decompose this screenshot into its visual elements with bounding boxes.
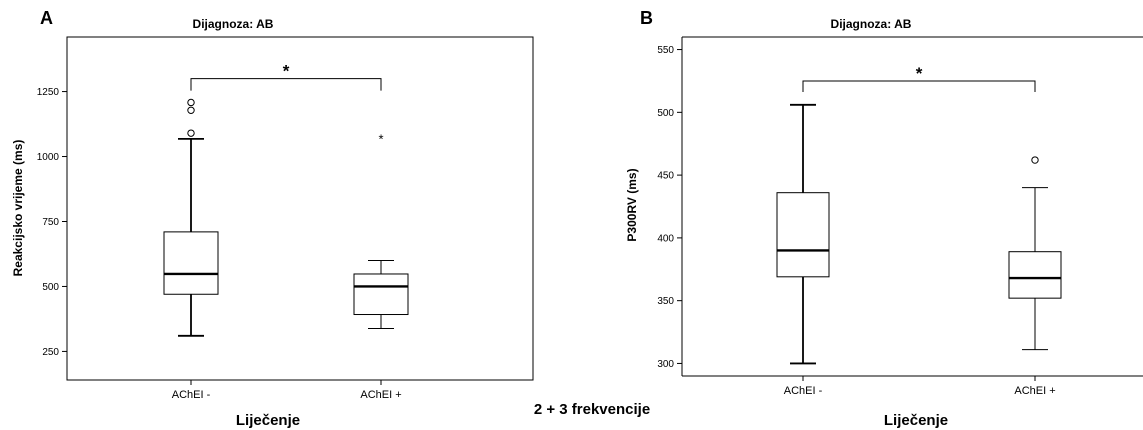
box-iqr xyxy=(1008,251,1062,299)
y-tick-label: 350 xyxy=(657,296,674,307)
y-tick-label: 250 xyxy=(42,347,59,358)
box-iqr xyxy=(353,273,409,316)
y-tick-label: 450 xyxy=(657,171,674,182)
panel-a-letter: A xyxy=(40,8,53,28)
y-tick-label: 300 xyxy=(657,359,674,370)
panel-b-y-label: P300RV (ms) xyxy=(625,168,639,241)
y-tick-label: 750 xyxy=(42,217,59,228)
significance-marker: * xyxy=(916,64,923,83)
box-iqr xyxy=(163,231,219,295)
panel-b-boxes xyxy=(776,103,1062,365)
outlier-point xyxy=(187,98,195,107)
significance-marker: * xyxy=(283,62,290,81)
panel-b-significance: * xyxy=(802,64,1036,92)
panel-a-y-label: Reakcijsko vrijeme (ms) xyxy=(11,140,25,277)
outlier-point xyxy=(1031,156,1039,164)
significance-bracket xyxy=(802,80,1036,92)
y-tick-label: 1250 xyxy=(37,87,60,98)
y-tick-label: 500 xyxy=(657,108,674,119)
x-category-label: AChEI - xyxy=(172,389,211,401)
panel-b-categories: AChEI - AChEI + xyxy=(784,376,1056,397)
box-iqr xyxy=(776,192,830,278)
outlier-point xyxy=(187,106,195,114)
y-tick-label: 400 xyxy=(657,233,674,244)
x-category-label: AChEI + xyxy=(360,389,401,401)
panel-a-y-axis: 250 500 750 1000 1250 xyxy=(37,87,67,358)
y-tick-label: 1000 xyxy=(37,152,60,163)
y-tick-label: 550 xyxy=(657,45,674,56)
panel-a-significance: * xyxy=(190,62,382,91)
panel-a: A Dijagnoza: AB 250 500 750 1000 1250 * * AC… xyxy=(11,8,534,429)
y-tick-label: 500 xyxy=(42,282,59,293)
panel-a-plot-frame xyxy=(66,36,534,381)
panel-b-x-label: Liječenje xyxy=(884,412,948,429)
panel-a-title: Dijagnoza: AB xyxy=(193,17,274,31)
outlier-point xyxy=(187,129,195,137)
extreme-point: * xyxy=(378,131,383,146)
panel-b-letter: B xyxy=(640,8,653,28)
panel-a-x-label: Liječenje xyxy=(236,412,300,429)
panel-b-title: Dijagnoza: AB xyxy=(831,17,912,31)
panel-b-y-axis: 300 350 400 450 500 550 xyxy=(657,45,682,370)
x-category-label: AChEI - xyxy=(784,385,823,397)
figure-caption: 2 + 3 frekvencije xyxy=(534,401,650,418)
panel-b: B Dijagnoza: AB 300 350 400 450 500 550 * ACh… xyxy=(625,8,1143,429)
panel-a-categories: AChEI - AChEI + xyxy=(172,380,402,401)
panel-a-boxes: * xyxy=(163,98,409,337)
significance-bracket xyxy=(190,78,382,91)
x-category-label: AChEI + xyxy=(1014,385,1055,397)
